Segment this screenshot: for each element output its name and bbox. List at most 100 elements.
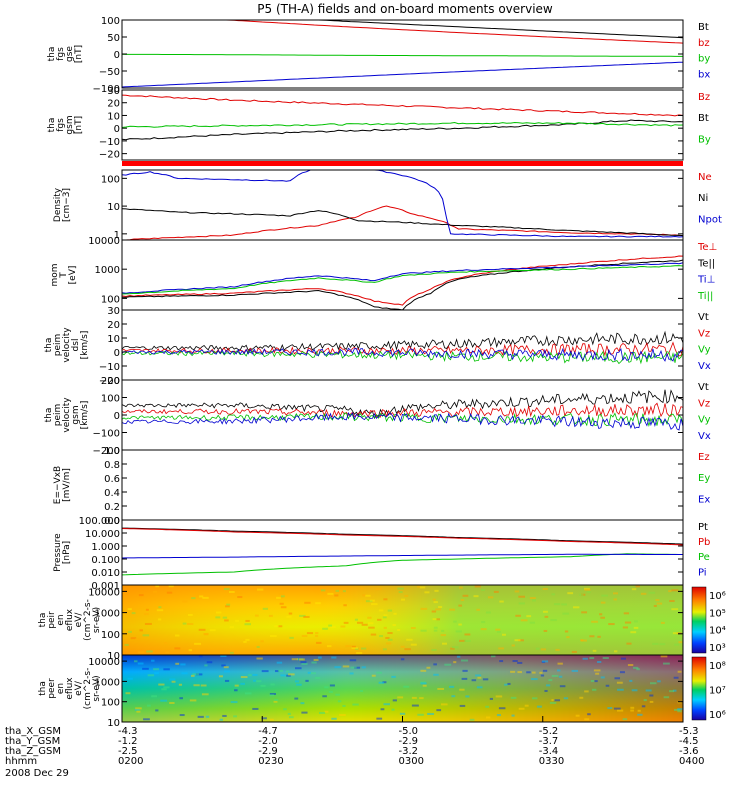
spectrogram-cell: [514, 590, 520, 593]
spectrogram-cell: [182, 622, 187, 625]
y-axis-label-line: fgs: [56, 118, 66, 132]
spectrogram-cell: [371, 603, 378, 606]
spectrogram-cell: [532, 697, 538, 700]
legend-bt: Bt: [698, 113, 709, 124]
spectrogram-cell: [622, 718, 628, 721]
spectrogram-cell: [669, 599, 675, 602]
spectrogram-cell: [164, 642, 168, 645]
spectrogram-cell: [304, 601, 311, 604]
spectrogram-cell: [377, 618, 382, 621]
spectrogram-cell: [143, 718, 150, 721]
spectrogram-cell: [354, 618, 359, 621]
spectrogram-cell: [630, 706, 635, 709]
legend-ni: Ni: [698, 193, 708, 204]
spectrogram-cell: [145, 608, 149, 611]
spectrogram-cell: [135, 707, 142, 710]
y-axis-label-line: gsm: [65, 115, 75, 134]
spectrogram-cell: [154, 672, 159, 675]
y-tick-label: 1000: [95, 677, 120, 688]
spectrogram-cell: [461, 659, 468, 662]
spectrogram-cell: [219, 718, 224, 721]
panel-peim_dsl: Vt Vz Vy Vx 30 20 10 0 −10 −20 thapeimvelocitydsl[…: [44, 306, 711, 387]
spectrogram-cell: [387, 609, 393, 612]
colorbar-tick-label: 10⁶: [709, 591, 726, 602]
ephemeris-value: 0330: [539, 756, 564, 767]
spectrogram-cell: [401, 598, 406, 601]
spectrogram-cell: [382, 648, 387, 651]
spectrogram-cell: [649, 682, 657, 685]
spectrogram-cell: [289, 716, 294, 719]
spectrogram-cell: [391, 675, 396, 678]
spectrogram-cell: [495, 628, 501, 631]
plot-area: [122, 90, 683, 160]
spectrogram-cell: [532, 671, 536, 674]
y-axis-label-line: tha: [38, 613, 48, 628]
spectrogram-cell: [485, 611, 491, 614]
spectrogram-cell: [127, 608, 132, 611]
spectrogram-cell: [387, 632, 393, 635]
y-tick-label: 30: [107, 306, 120, 317]
y-tick-label: 30: [107, 86, 120, 97]
spectrogram-cell: [597, 660, 602, 663]
spectrogram-cell: [530, 678, 538, 681]
spectrogram-cell: [613, 707, 621, 710]
spectrogram-cell: [313, 658, 319, 661]
spectrogram-cell: [386, 642, 392, 645]
spectrogram-cell: [660, 655, 668, 658]
spectrogram-cell: [476, 608, 480, 611]
spectrogram-cell: [274, 698, 279, 701]
spectrogram-cell: [193, 684, 200, 687]
spectrogram-cell: [203, 633, 209, 636]
spectrogram-cell: [192, 673, 199, 676]
spectrogram-cell: [276, 596, 281, 599]
y-tick-label: 50: [107, 33, 120, 44]
colorbar-tick-label: 10⁷: [709, 686, 726, 697]
spectrogram-cell: [473, 595, 479, 598]
spectrogram-cell: [361, 623, 368, 626]
spectrogram-cell: [633, 626, 639, 629]
spectrogram-cell: [535, 647, 540, 650]
spectrogram-cell: [181, 672, 188, 675]
y-tick-label: 0.100: [91, 555, 120, 566]
y-tick-label: 100.000: [79, 516, 120, 527]
y-tick-label: 0.010: [91, 568, 120, 579]
spectrogram-cell: [289, 636, 294, 639]
spectrogram-cell: [514, 639, 521, 642]
spectrogram-cell: [300, 702, 305, 705]
spectrogram-cell: [652, 642, 659, 645]
spectrogram-cell: [253, 679, 257, 682]
y-tick-label: 1000: [95, 265, 120, 276]
spectrogram-cell: [398, 591, 403, 594]
spectrogram-cell: [551, 674, 559, 677]
spectrogram-cell: [190, 674, 195, 677]
spectrogram-cell: [147, 674, 155, 677]
spectrogram-cell: [260, 640, 264, 643]
y-axis-label-line: Pressure: [53, 533, 63, 572]
spectrogram-cell: [518, 595, 525, 598]
spectrogram-cell: [417, 585, 421, 588]
spectrogram-cell: [277, 625, 283, 628]
spectrogram-cell: [495, 695, 503, 698]
spectrogram-cell: [391, 708, 395, 711]
spectrogram-cell: [511, 644, 515, 647]
colorbar-tick-label: 10³: [709, 643, 726, 654]
spectrogram-cell: [244, 623, 251, 626]
spectrogram-cell: [482, 678, 489, 681]
spectrogram-cell: [433, 673, 439, 676]
spectrogram-cell: [660, 621, 665, 624]
y-axis-label-line: [nPa]: [62, 541, 72, 564]
spectrogram-cell: [563, 697, 569, 700]
spectrogram-cell: [504, 683, 508, 686]
spectrogram-cell: [383, 598, 388, 601]
legend-pi: Pi: [698, 567, 707, 578]
spectrogram-cell: [158, 618, 162, 621]
spectrogram-cell: [580, 639, 584, 642]
spectrogram-cell: [594, 680, 598, 683]
series-line-pi-pressure: [121, 553, 683, 559]
y-axis-label-line: [nT]: [74, 45, 84, 63]
spectrogram-cell: [458, 623, 462, 626]
y-axis-label-line: peer: [47, 678, 57, 699]
spectrogram-cell: [233, 715, 237, 718]
spectrogram-cell: [139, 629, 143, 632]
